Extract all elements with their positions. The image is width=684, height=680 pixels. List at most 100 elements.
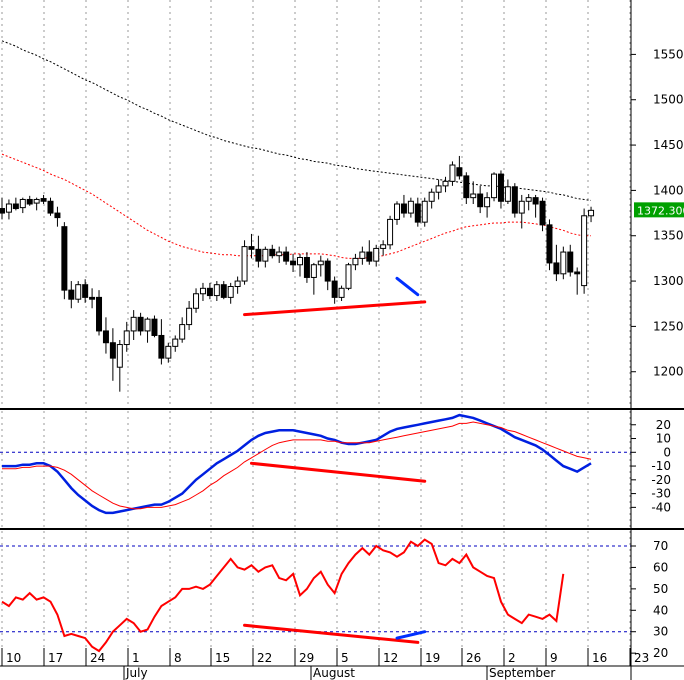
candle bbox=[303, 252, 310, 283]
trendline bbox=[249, 461, 427, 483]
candle-body bbox=[158, 334, 165, 359]
candle bbox=[130, 310, 137, 340]
candle bbox=[352, 253, 359, 271]
candle bbox=[470, 181, 477, 204]
candle bbox=[317, 255, 324, 277]
candle-body bbox=[269, 248, 276, 257]
candle-body bbox=[380, 244, 387, 249]
candle-body bbox=[213, 284, 220, 297]
y-tick-label: -10 bbox=[651, 459, 671, 473]
candle bbox=[373, 244, 380, 267]
candle-body bbox=[400, 203, 407, 214]
candle-body bbox=[588, 209, 595, 217]
candle-body bbox=[199, 287, 206, 295]
candle bbox=[581, 208, 588, 294]
candle-body bbox=[144, 318, 151, 332]
candle-body bbox=[421, 200, 428, 223]
y-tick-label: 1450 bbox=[653, 138, 684, 152]
candle bbox=[255, 235, 262, 268]
candle bbox=[109, 328, 116, 381]
candle-body bbox=[220, 284, 227, 298]
candle-body bbox=[484, 197, 491, 208]
candle-body bbox=[130, 316, 137, 332]
candle bbox=[532, 194, 539, 218]
candle bbox=[47, 197, 54, 216]
candle bbox=[497, 170, 504, 209]
x-tick-label: 26 bbox=[466, 651, 481, 665]
y-tick-label: 30 bbox=[653, 625, 668, 639]
candle-body bbox=[449, 164, 456, 182]
candle bbox=[400, 194, 407, 218]
x-tick-label: 10 bbox=[6, 651, 21, 665]
candle bbox=[435, 179, 442, 200]
candle bbox=[310, 262, 317, 295]
trendline bbox=[243, 623, 420, 644]
candle bbox=[359, 246, 366, 265]
y-tick-label: 1200 bbox=[653, 365, 684, 379]
candle-body bbox=[283, 251, 290, 262]
candle bbox=[276, 246, 283, 263]
candle bbox=[220, 281, 227, 300]
oscillator-main-line bbox=[2, 413, 592, 515]
candle-body bbox=[414, 203, 421, 223]
candle-body bbox=[553, 262, 560, 275]
candle bbox=[40, 194, 47, 204]
candle-body bbox=[116, 344, 123, 368]
candle-body bbox=[179, 324, 186, 340]
candle-body bbox=[241, 246, 248, 282]
candle bbox=[407, 197, 414, 218]
month-label: August bbox=[313, 666, 355, 680]
candle bbox=[504, 179, 511, 204]
y-tick-label: 60 bbox=[653, 560, 668, 574]
candle bbox=[158, 319, 165, 365]
candle-body bbox=[504, 186, 511, 202]
candle-body bbox=[352, 257, 359, 266]
candle-body bbox=[19, 198, 26, 209]
candle-body bbox=[477, 193, 484, 208]
candle bbox=[123, 321, 130, 352]
candle bbox=[151, 315, 158, 338]
x-tick-label: 5 bbox=[341, 651, 349, 665]
candle-body bbox=[435, 185, 442, 193]
candle-body bbox=[463, 175, 470, 199]
candle bbox=[366, 240, 373, 265]
candle bbox=[179, 317, 186, 343]
candle bbox=[484, 192, 491, 218]
rsi-line bbox=[1, 538, 565, 653]
candle bbox=[387, 215, 394, 250]
candle-body bbox=[33, 198, 40, 204]
candle-body bbox=[206, 287, 213, 297]
candle-body bbox=[54, 212, 61, 219]
candle bbox=[380, 240, 387, 256]
y-tick-label: 10 bbox=[656, 432, 671, 446]
candle-body bbox=[470, 193, 477, 199]
candle-body bbox=[407, 200, 414, 214]
x-tick-label: 23 bbox=[634, 651, 649, 665]
x-tick-label: 1 bbox=[132, 651, 140, 665]
candle-body bbox=[491, 173, 498, 199]
candle-body bbox=[373, 247, 380, 262]
candle bbox=[144, 317, 151, 343]
candle bbox=[193, 288, 200, 313]
candle bbox=[463, 172, 470, 204]
candle bbox=[186, 301, 193, 331]
x-tick-label: 2 bbox=[508, 651, 516, 665]
candle-body bbox=[151, 318, 158, 336]
candle bbox=[213, 281, 220, 302]
candle-body bbox=[511, 186, 518, 214]
candle-body bbox=[546, 224, 553, 264]
candle-body bbox=[234, 280, 241, 288]
price-panel: 1200 1250 1300 1350 1400 1450 1500 1550 1372.300 bbox=[0, 0, 684, 408]
last-price-box bbox=[634, 202, 684, 218]
candle-body bbox=[497, 173, 504, 202]
candle-body bbox=[539, 200, 546, 226]
candle bbox=[19, 197, 26, 214]
trendline bbox=[243, 300, 427, 317]
last-price-badge: 1372.300 bbox=[634, 202, 684, 218]
candle bbox=[234, 276, 241, 294]
candle bbox=[394, 201, 401, 225]
y-tick-label: 1300 bbox=[653, 274, 684, 288]
